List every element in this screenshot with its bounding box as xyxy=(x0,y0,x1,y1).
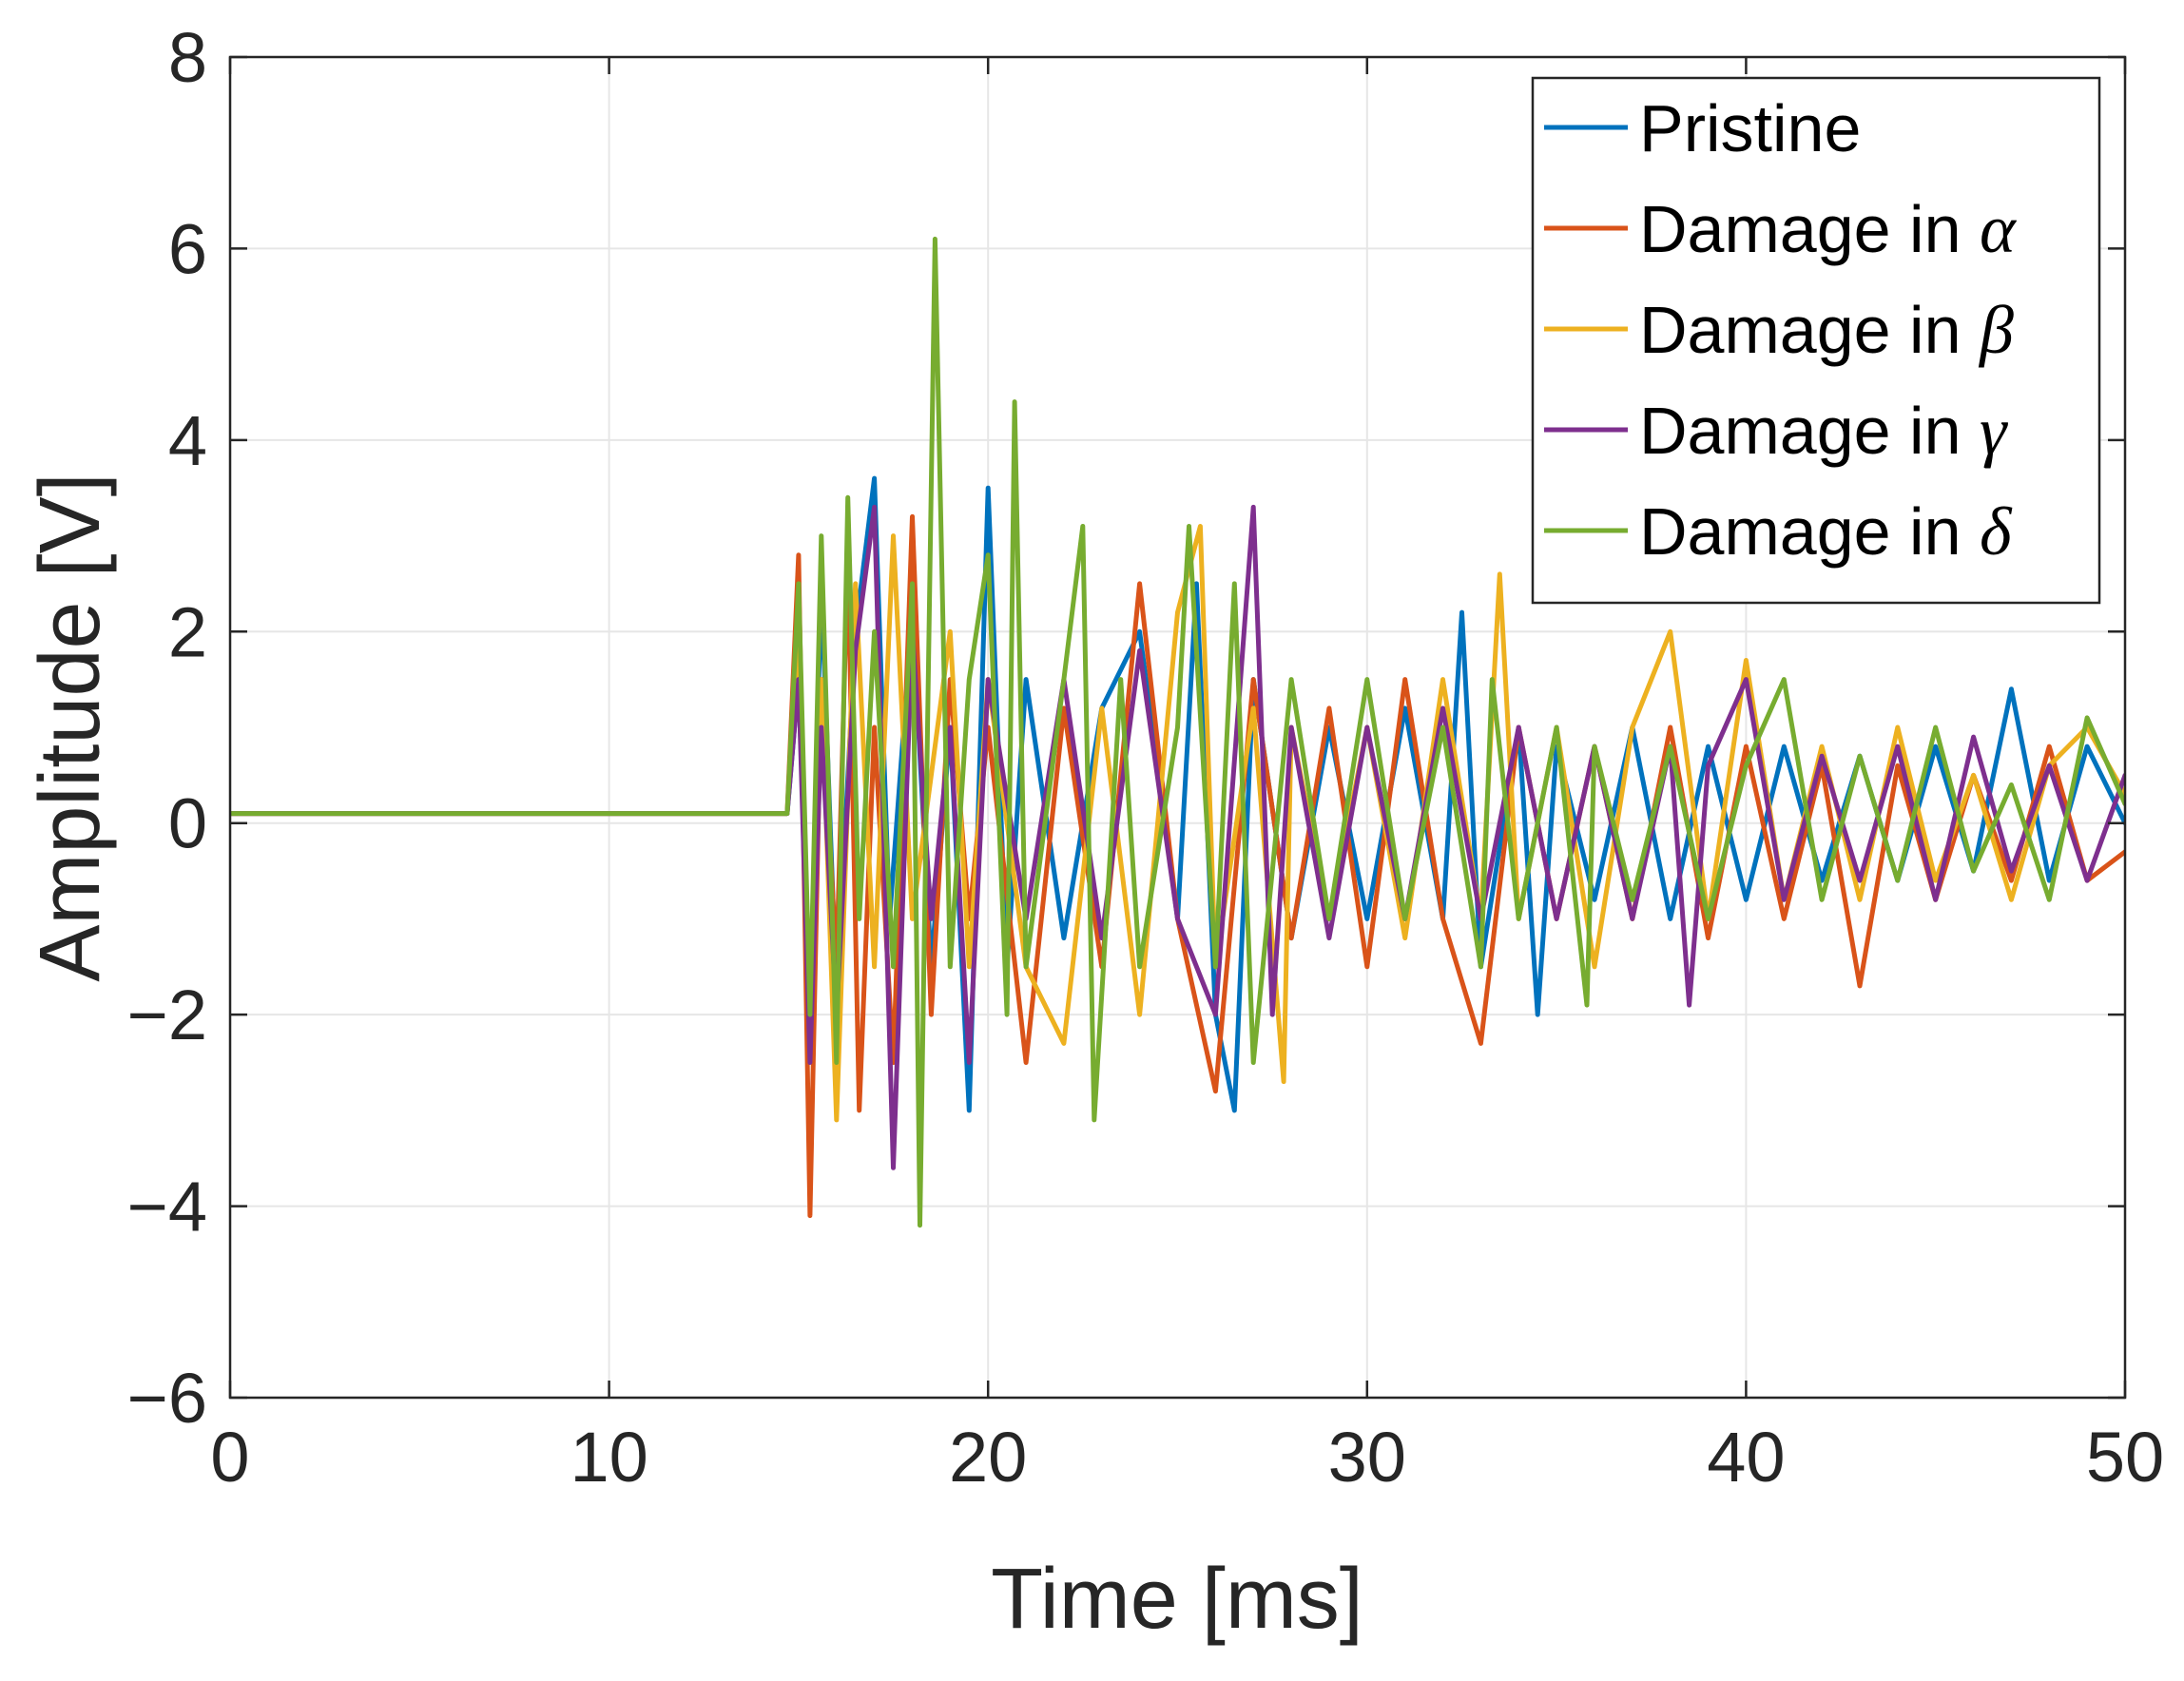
x-tick-label: 30 xyxy=(1328,1418,1406,1497)
legend-entry-symbol: α xyxy=(1980,191,2017,267)
legend-entry-symbol: γ xyxy=(1980,393,2008,469)
y-tick-label: 6 xyxy=(168,209,207,288)
legend-box xyxy=(1531,76,2101,605)
x-tick-label: 20 xyxy=(949,1418,1027,1497)
legend-entry-text: Pristine xyxy=(1639,91,1861,165)
legend-entry-symbol: β xyxy=(1978,292,2014,368)
legend-entry-text: Damage in xyxy=(1639,293,1980,367)
x-tick-label: 50 xyxy=(2086,1418,2164,1497)
axes-box xyxy=(228,55,2127,1400)
x-tick-label: 40 xyxy=(1707,1418,1785,1497)
legend-entry-text: Damage in xyxy=(1639,494,1980,569)
series-lines xyxy=(230,236,2125,1228)
legend-entry: Damage in α xyxy=(1639,191,2017,267)
legend-entry: Damage in γ xyxy=(1639,393,2008,469)
series-line-2 xyxy=(230,513,2125,1219)
y-tick-label: 4 xyxy=(168,401,207,480)
axis-ticks: 0 10 20 30 40 50 −6 −4 −2 0 2 4 6 8 xyxy=(127,18,2165,1497)
x-axis-label: Time [ms] xyxy=(991,1552,1363,1647)
x-tick-label: 0 xyxy=(210,1418,249,1497)
legend-entry: Damage in β xyxy=(1639,292,2014,368)
y-tick-label: −4 xyxy=(127,1168,207,1246)
y-tick-label: 0 xyxy=(168,784,207,863)
y-axis-label: Amplitude [V] xyxy=(23,473,118,981)
legend-entry: Damage in δ xyxy=(1639,493,2013,570)
series-line-5 xyxy=(230,236,2125,1228)
y-tick-label: 8 xyxy=(168,18,207,97)
x-tick-label: 10 xyxy=(570,1418,647,1497)
y-tick-label: −6 xyxy=(127,1359,207,1438)
y-tick-label: 2 xyxy=(168,592,207,671)
y-tick-label: −2 xyxy=(127,976,207,1054)
legend-entry: Pristine xyxy=(1639,91,1861,165)
legend-entry-text: Damage in xyxy=(1639,394,1980,468)
legend-entry-symbol: δ xyxy=(1980,493,2013,570)
legend-entry-text: Damage in xyxy=(1639,192,1980,266)
